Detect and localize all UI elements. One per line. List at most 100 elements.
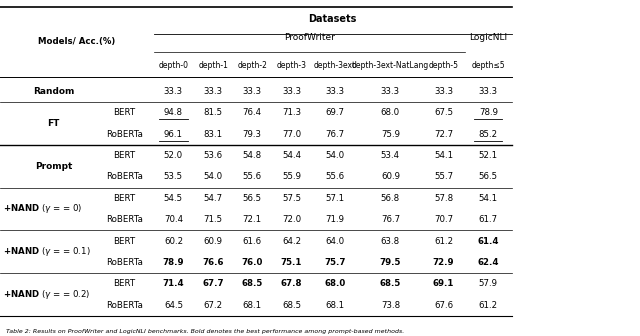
Text: $\mathbf{+NAND}$ ($\gamma$ = = 0.1): $\mathbf{+NAND}$ ($\gamma$ = = 0.1) xyxy=(3,245,91,258)
Text: 61.6: 61.6 xyxy=(243,237,262,246)
Text: 68.1: 68.1 xyxy=(326,301,344,310)
Text: 57.8: 57.8 xyxy=(434,194,453,203)
Text: depth-0: depth-0 xyxy=(159,61,188,70)
Text: 52.0: 52.0 xyxy=(164,151,183,160)
Text: 54.0: 54.0 xyxy=(204,172,223,181)
Text: 54.1: 54.1 xyxy=(434,151,453,160)
Text: 79.3: 79.3 xyxy=(243,130,262,138)
Text: 70.7: 70.7 xyxy=(434,215,453,224)
Text: 76.7: 76.7 xyxy=(381,215,400,224)
Text: 33.3: 33.3 xyxy=(434,87,453,96)
Text: 53.4: 53.4 xyxy=(381,151,400,160)
Text: depth≤5: depth≤5 xyxy=(472,61,505,70)
Text: LogicNLI: LogicNLI xyxy=(469,33,508,42)
Text: 53.5: 53.5 xyxy=(164,172,183,181)
Text: 72.0: 72.0 xyxy=(282,215,301,224)
Text: 55.6: 55.6 xyxy=(326,172,344,181)
Text: 64.0: 64.0 xyxy=(326,237,344,246)
Text: 33.3: 33.3 xyxy=(204,87,223,96)
Text: RoBERTa: RoBERTa xyxy=(106,215,143,224)
Text: 56.8: 56.8 xyxy=(381,194,400,203)
Text: 33.3: 33.3 xyxy=(243,87,262,96)
Text: Random: Random xyxy=(33,87,74,96)
Text: 68.1: 68.1 xyxy=(243,301,262,310)
Text: 69.1: 69.1 xyxy=(433,279,454,288)
Text: 68.0: 68.0 xyxy=(324,279,346,288)
Text: depth-3: depth-3 xyxy=(276,61,307,70)
Text: 75.7: 75.7 xyxy=(324,258,346,267)
Text: BERT: BERT xyxy=(113,194,135,203)
Text: 54.0: 54.0 xyxy=(326,151,344,160)
Text: 71.5: 71.5 xyxy=(204,215,223,224)
Text: 70.4: 70.4 xyxy=(164,215,183,224)
Text: 54.5: 54.5 xyxy=(164,194,183,203)
Text: 61.7: 61.7 xyxy=(479,215,498,224)
Text: 55.9: 55.9 xyxy=(282,172,301,181)
Text: 54.4: 54.4 xyxy=(282,151,301,160)
Text: BERT: BERT xyxy=(113,237,135,246)
Text: 56.5: 56.5 xyxy=(479,172,498,181)
Text: 53.6: 53.6 xyxy=(204,151,223,160)
Text: 54.7: 54.7 xyxy=(204,194,223,203)
Text: depth-3ext-NatLang: depth-3ext-NatLang xyxy=(352,61,429,70)
Text: 60.2: 60.2 xyxy=(164,237,183,246)
Text: 33.3: 33.3 xyxy=(381,87,400,96)
Text: 94.8: 94.8 xyxy=(164,108,183,117)
Text: 68.5: 68.5 xyxy=(380,279,401,288)
Text: 68.5: 68.5 xyxy=(241,279,263,288)
Text: 64.5: 64.5 xyxy=(164,301,183,310)
Text: 63.8: 63.8 xyxy=(381,237,400,246)
Text: RoBERTa: RoBERTa xyxy=(106,172,143,181)
Text: BERT: BERT xyxy=(113,279,135,288)
Text: 56.5: 56.5 xyxy=(243,194,262,203)
Text: 72.7: 72.7 xyxy=(434,130,453,138)
Text: 57.9: 57.9 xyxy=(479,279,498,288)
Text: FT: FT xyxy=(47,119,60,128)
Text: 75.9: 75.9 xyxy=(381,130,400,138)
Text: 75.1: 75.1 xyxy=(281,258,302,267)
Text: RoBERTa: RoBERTa xyxy=(106,258,143,267)
Text: 64.2: 64.2 xyxy=(282,237,301,246)
Text: 61.2: 61.2 xyxy=(479,301,498,310)
Text: 55.6: 55.6 xyxy=(243,172,262,181)
Text: 78.9: 78.9 xyxy=(479,108,498,117)
Text: 33.3: 33.3 xyxy=(479,87,498,96)
Text: 33.3: 33.3 xyxy=(326,87,344,96)
Text: Datasets: Datasets xyxy=(308,14,357,24)
Text: $\mathbf{+NAND}$ ($\gamma$ = = 0.2): $\mathbf{+NAND}$ ($\gamma$ = = 0.2) xyxy=(3,288,90,301)
Text: 96.1: 96.1 xyxy=(164,130,183,138)
Text: 71.9: 71.9 xyxy=(326,215,344,224)
Text: 60.9: 60.9 xyxy=(204,237,223,246)
Text: RoBERTa: RoBERTa xyxy=(106,301,143,310)
Text: Models/ Acc.(%): Models/ Acc.(%) xyxy=(38,37,115,46)
Text: 76.6: 76.6 xyxy=(202,258,224,267)
Text: 85.2: 85.2 xyxy=(479,130,498,138)
Text: 72.9: 72.9 xyxy=(433,258,454,267)
Text: 54.1: 54.1 xyxy=(479,194,498,203)
Text: BERT: BERT xyxy=(113,108,135,117)
Text: 79.5: 79.5 xyxy=(380,258,401,267)
Text: 72.1: 72.1 xyxy=(243,215,262,224)
Text: 57.5: 57.5 xyxy=(282,194,301,203)
Text: 68.5: 68.5 xyxy=(282,301,301,310)
Text: depth-1: depth-1 xyxy=(198,61,228,70)
Text: 62.4: 62.4 xyxy=(477,258,499,267)
Text: 73.8: 73.8 xyxy=(381,301,400,310)
Text: RoBERTa: RoBERTa xyxy=(106,130,143,138)
Text: 61.4: 61.4 xyxy=(477,237,499,246)
Text: ProofWriter: ProofWriter xyxy=(284,33,335,42)
Text: 76.7: 76.7 xyxy=(326,130,344,138)
Text: 52.1: 52.1 xyxy=(479,151,498,160)
Text: 78.9: 78.9 xyxy=(163,258,184,267)
Text: 67.6: 67.6 xyxy=(434,301,453,310)
Text: 33.3: 33.3 xyxy=(282,87,301,96)
Text: depth-2: depth-2 xyxy=(237,61,267,70)
Text: 33.3: 33.3 xyxy=(164,87,183,96)
Text: 67.5: 67.5 xyxy=(434,108,453,117)
Text: 77.0: 77.0 xyxy=(282,130,301,138)
Text: BERT: BERT xyxy=(113,151,135,160)
Text: 67.8: 67.8 xyxy=(281,279,302,288)
Text: 67.7: 67.7 xyxy=(202,279,224,288)
Text: 71.3: 71.3 xyxy=(282,108,301,117)
Text: 55.7: 55.7 xyxy=(434,172,453,181)
